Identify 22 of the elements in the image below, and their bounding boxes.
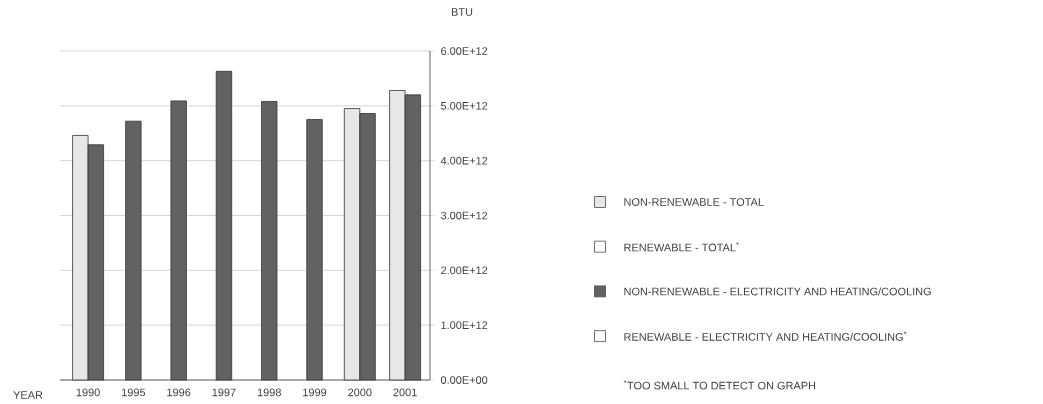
legend-label: RENEWABLE - ELECTRICITY AND HEATING/COOLING$^{*}$ — [624, 331, 907, 341]
x-tick-label: 2000 — [348, 388, 372, 397]
y-tick-label: 5.00E+12 — [440, 101, 488, 110]
y-axis-title: BTU — [451, 8, 473, 16]
x-tick-label: 1999 — [303, 388, 327, 397]
y-tick-label: 1.00E+12 — [441, 321, 488, 330]
legend-label: RENEWABLE - TOTAL$^{*}$ — [624, 242, 739, 252]
text: $^{*}$TOO SMALL TO DETECT ON GRAPH — [623, 380, 816, 390]
x-axis-title: YEAR — [13, 391, 43, 399]
x-tick-label: 1996 — [167, 388, 191, 397]
y-tick-label: 2.00E+12 — [441, 266, 488, 275]
y-tick-label: 3.00E+12 — [440, 211, 488, 220]
x-tick-label: 1995 — [122, 388, 146, 397]
x-tick-label: 1990 — [76, 388, 100, 397]
x-tick-label: 1998 — [257, 388, 281, 397]
y-tick-label: 4.00E+12 — [440, 156, 488, 165]
x-tick-label: 2001 — [393, 388, 417, 397]
legend-label: NON-RENEWABLE - ELECTRICITY AND HEATING/COOLING — [624, 287, 931, 296]
y-tick-label: 0.00E+00 — [440, 376, 488, 384]
x-tick-label: 1997 — [212, 388, 236, 397]
legend-label: NON-RENEWABLE - TOTAL — [624, 198, 764, 206]
y-tick-label: 6.00E+12 — [441, 47, 488, 55]
